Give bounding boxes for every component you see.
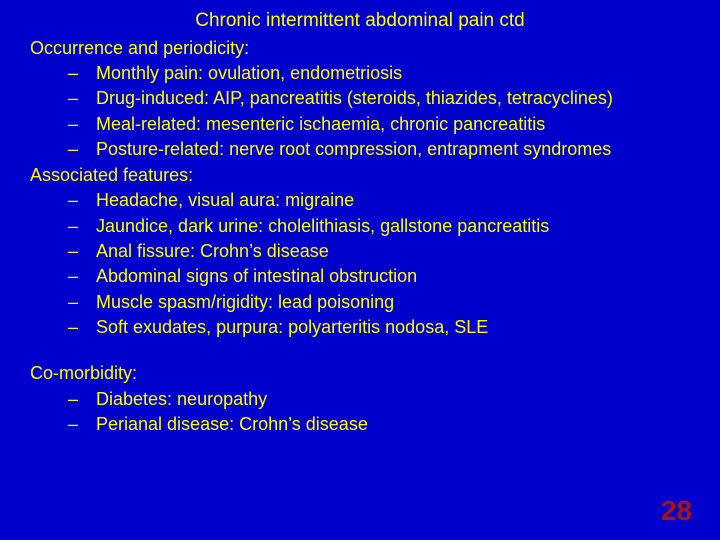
list-item: Muscle spasm/rigidity: lead poisoning (68, 290, 708, 314)
section-list: Monthly pain: ovulation, endometriosisDr… (68, 61, 708, 161)
section-label: Occurrence and periodicity: (30, 36, 708, 60)
list-item: Diabetes: neuropathy (68, 387, 708, 411)
list-item: Drug-induced: AIP, pancreatitis (steroid… (68, 86, 708, 110)
page-number: 28 (661, 492, 692, 530)
section-list: Headache, visual aura: migraineJaundice,… (68, 188, 708, 339)
list-item: Posture-related: nerve root compression,… (68, 137, 708, 161)
list-item: Anal fissure: Crohn’s disease (68, 239, 708, 263)
list-item: Abdominal signs of intestinal obstructio… (68, 264, 708, 288)
list-item: Meal-related: mesenteric ischaemia, chro… (68, 112, 708, 136)
list-item: Perianal disease: Crohn’s disease (68, 412, 708, 436)
list-item: Monthly pain: ovulation, endometriosis (68, 61, 708, 85)
list-item: Soft exudates, purpura: polyarteritis no… (68, 315, 708, 339)
section-label: Associated features: (30, 163, 708, 187)
list-item: Jaundice, dark urine: cholelithiasis, ga… (68, 214, 708, 238)
section-list: Diabetes: neuropathyPerianal disease: Cr… (68, 387, 708, 437)
slide-body: Occurrence and periodicity:Monthly pain:… (12, 36, 708, 436)
section-label: Co-morbidity: (30, 361, 708, 385)
slide-title: Chronic intermittent abdominal pain ctd (12, 8, 708, 34)
list-item: Headache, visual aura: migraine (68, 188, 708, 212)
